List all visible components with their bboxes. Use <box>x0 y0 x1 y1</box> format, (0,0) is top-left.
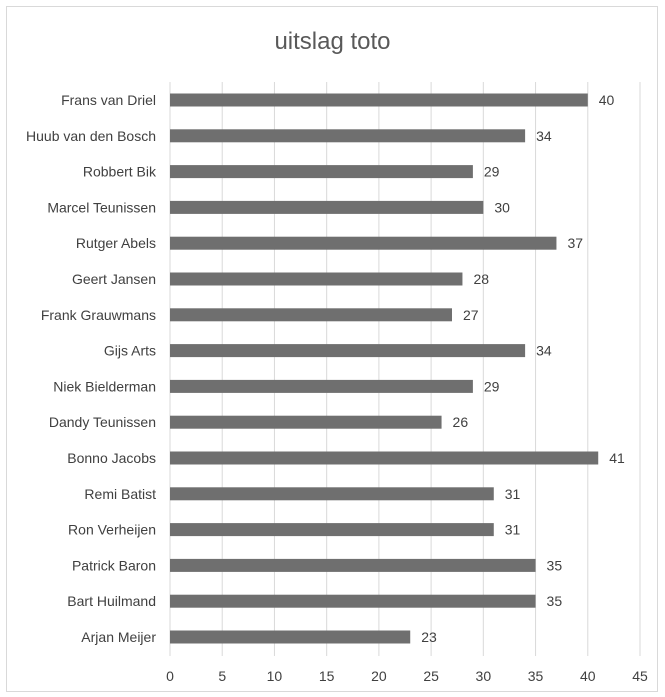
category-label: Bart Huilmand <box>67 593 156 609</box>
bar <box>170 523 494 537</box>
category-label: Marcel Teunissen <box>47 199 156 215</box>
bar <box>170 236 557 250</box>
data-label: 28 <box>473 271 489 287</box>
category-label: Patrick Baron <box>72 557 156 573</box>
x-tick-label: 40 <box>580 668 596 684</box>
data-label: 23 <box>421 629 437 645</box>
bar <box>170 93 588 107</box>
data-label: 41 <box>609 450 625 466</box>
category-label: Niek Bielderman <box>53 378 156 394</box>
category-label: Ron Verheijen <box>68 522 156 538</box>
category-label: Robbert Bik <box>83 164 157 180</box>
x-tick-label: 0 <box>166 668 174 684</box>
x-tick-label: 5 <box>218 668 226 684</box>
data-label: 29 <box>484 378 500 394</box>
data-label: 31 <box>505 522 521 538</box>
category-label: Bonno Jacobs <box>67 450 156 466</box>
bar <box>170 308 452 322</box>
data-label: 30 <box>494 199 510 215</box>
category-label: Dandy Teunissen <box>49 414 156 430</box>
x-tick-label: 35 <box>528 668 544 684</box>
data-label: 37 <box>567 235 583 251</box>
data-label: 31 <box>505 486 521 502</box>
bar <box>170 379 473 393</box>
data-label: 34 <box>536 343 552 359</box>
category-label: Geert Jansen <box>72 271 156 287</box>
category-label: Arjan Meijer <box>81 629 156 645</box>
bar <box>170 200 484 214</box>
data-label: 35 <box>547 557 563 573</box>
data-label: 40 <box>599 92 615 108</box>
bar <box>170 594 536 608</box>
category-label: Frans van Driel <box>61 92 156 108</box>
x-tick-label: 10 <box>267 668 283 684</box>
bar <box>170 344 526 358</box>
bar <box>170 558 536 572</box>
category-label: Rutger Abels <box>76 235 156 251</box>
bar <box>170 630 411 644</box>
x-tick-label: 20 <box>371 668 387 684</box>
bar <box>170 487 494 501</box>
data-label: 26 <box>453 414 469 430</box>
category-label: Frank Grauwmans <box>41 307 156 323</box>
bar <box>170 451 599 465</box>
data-label: 29 <box>484 164 500 180</box>
category-label: Gijs Arts <box>104 343 156 359</box>
bar <box>170 165 473 179</box>
chart-title: uitslag toto <box>274 28 391 55</box>
bar <box>170 272 463 286</box>
x-tick-label: 45 <box>632 668 648 684</box>
category-labels: Frans van Driel Huub van den Bosch Robbert… <box>26 92 157 645</box>
data-label: 35 <box>547 593 563 609</box>
x-tick-label: 30 <box>476 668 492 684</box>
bars <box>170 93 599 644</box>
category-label: Huub van den Bosch <box>26 128 156 144</box>
category-label: Remi Batist <box>84 486 156 502</box>
data-label: 27 <box>463 307 479 323</box>
x-axis-tick-labels: 0 5 10 15 20 25 30 35 40 45 <box>166 668 648 684</box>
x-tick-label: 15 <box>319 668 335 684</box>
x-tick-label: 25 <box>423 668 439 684</box>
bar <box>170 415 442 429</box>
bar <box>170 129 526 143</box>
data-label: 34 <box>536 128 552 144</box>
data-labels: 40 34 29 30 37 28 27 34 29 26 41 31 31 35 35 23 <box>421 92 625 645</box>
